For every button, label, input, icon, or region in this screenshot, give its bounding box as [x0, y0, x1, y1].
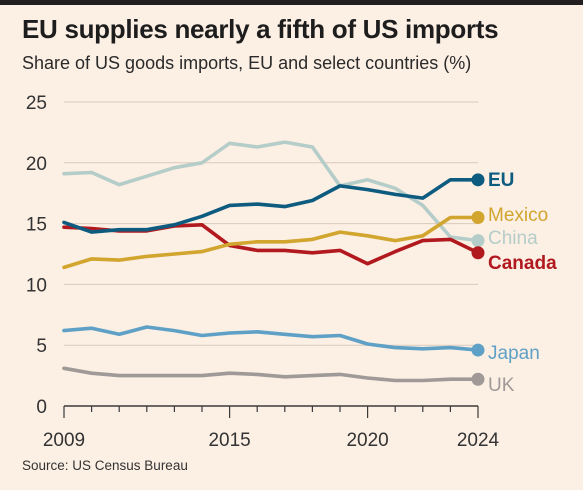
series-labels: China Canada Mexico EU Japan UK	[488, 170, 557, 396]
y-tick-label-0: 0	[36, 397, 47, 418]
series-label-japan: Japan	[488, 343, 540, 364]
series-line-mexico	[62, 215, 480, 270]
series-endpoint-china	[471, 234, 485, 248]
x-tick-label-2015: 2015	[208, 430, 250, 451]
grid-lines	[64, 101, 478, 346]
source-note: Source: US Census Bureau	[22, 458, 188, 473]
series-label-uk: UK	[488, 375, 515, 396]
y-tick-label-25: 25	[26, 93, 47, 114]
series-label-eu: EU	[488, 170, 514, 191]
series-label-canada: Canada	[488, 253, 557, 274]
series-line-eu	[62, 178, 480, 234]
x-tick-label-2024: 2024	[457, 430, 500, 451]
y-tick-label-20: 20	[26, 154, 47, 175]
y-tick-label-5: 5	[36, 336, 47, 357]
y-axis-tick-labels: 0 5 10 15 20 25	[26, 93, 47, 418]
chart-subtitle: Share of US goods imports, EU and select…	[22, 53, 472, 73]
series-endpoint-eu	[471, 173, 485, 187]
series-endpoint-canada	[471, 246, 485, 260]
y-tick-label-15: 15	[26, 215, 47, 236]
x-tick-label-2020: 2020	[346, 430, 388, 451]
chart-title: EU supplies nearly a fifth of US imports	[22, 14, 499, 44]
series-line-japan	[62, 325, 480, 352]
top-rule	[0, 0, 583, 5]
series-label-china: China	[488, 228, 538, 249]
series-endpoint-mexico	[471, 211, 485, 225]
series-endpoint-uk	[471, 372, 485, 386]
x-axis: 2009 2015 2020 2024	[43, 405, 500, 451]
series-label-mexico: Mexico	[488, 205, 548, 226]
x-tick-label-2009: 2009	[43, 430, 85, 451]
series-line-china	[62, 140, 480, 243]
series-line-uk	[62, 366, 480, 383]
series-endpoint-japan	[471, 343, 485, 357]
y-tick-label-10: 10	[26, 275, 47, 296]
series-lines	[62, 140, 485, 386]
